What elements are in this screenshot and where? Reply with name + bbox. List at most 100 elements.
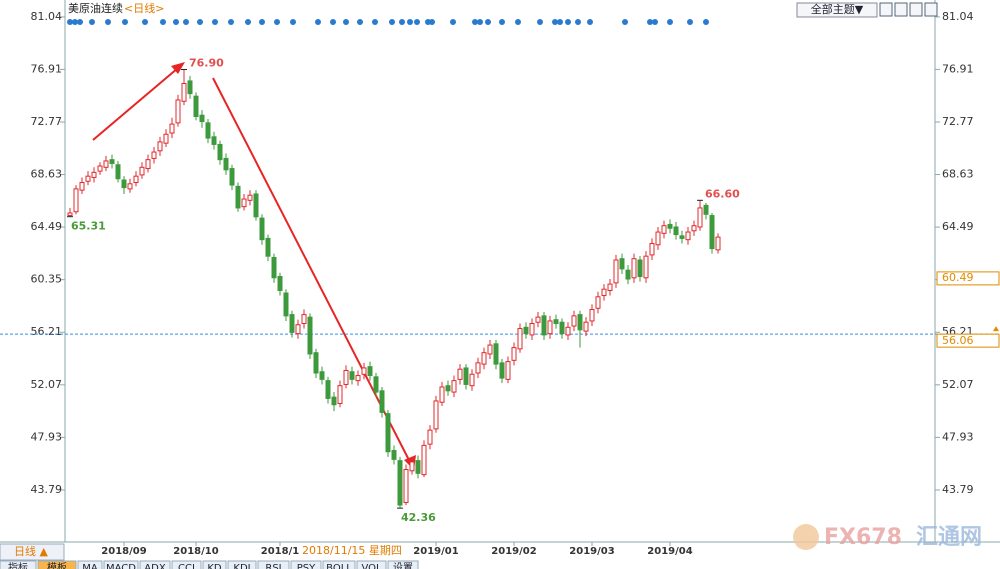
tab[interactable] xyxy=(171,560,202,569)
tab-label[interactable]: RSI xyxy=(265,563,281,569)
event-dot[interactable] xyxy=(575,19,581,25)
candle-body xyxy=(613,259,619,284)
candle-body xyxy=(313,352,319,374)
tab[interactable] xyxy=(139,560,171,569)
tab[interactable] xyxy=(77,560,103,569)
event-dot[interactable] xyxy=(407,19,413,25)
tab[interactable] xyxy=(257,560,290,569)
event-dot[interactable] xyxy=(565,19,571,25)
tab[interactable] xyxy=(227,560,257,569)
event-dot[interactable] xyxy=(622,19,628,25)
event-dot[interactable] xyxy=(173,19,179,25)
tab[interactable] xyxy=(0,560,37,569)
tab[interactable] xyxy=(202,560,227,569)
tab[interactable] xyxy=(356,560,387,569)
tab-label[interactable]: 设置 xyxy=(393,562,413,569)
tab-label[interactable]: MA xyxy=(82,563,98,569)
event-dot[interactable] xyxy=(477,19,483,25)
candle-body xyxy=(649,242,655,256)
event-dot[interactable] xyxy=(67,19,73,25)
event-dot[interactable] xyxy=(274,19,280,25)
watermark-name: 汇通网 xyxy=(916,525,982,550)
candle-body xyxy=(487,344,493,355)
tab-label[interactable]: CCI xyxy=(178,563,195,569)
tab-label[interactable]: MACD xyxy=(106,563,136,569)
tab-label[interactable]: VOL xyxy=(361,563,382,569)
toolbar-icons[interactable] xyxy=(879,2,938,17)
event-dot[interactable] xyxy=(372,19,378,25)
event-dot[interactable] xyxy=(105,19,111,25)
y-tick-label: 76.91 xyxy=(942,62,974,75)
candle-body xyxy=(127,183,133,190)
candle-body xyxy=(571,315,577,327)
event-dot[interactable] xyxy=(552,19,558,25)
event-dot[interactable] xyxy=(315,19,321,25)
event-dot[interactable] xyxy=(228,19,234,25)
event-dot[interactable] xyxy=(389,19,395,25)
event-dot[interactable] xyxy=(537,19,543,25)
tab[interactable] xyxy=(290,560,322,569)
event-dot[interactable] xyxy=(414,19,420,25)
tab-label[interactable]: KDJ xyxy=(233,563,250,569)
candle-body xyxy=(517,328,523,350)
tab-label[interactable]: 指标 xyxy=(8,561,28,569)
event-dot[interactable] xyxy=(703,19,709,25)
event-dot[interactable] xyxy=(142,19,148,25)
candle-body xyxy=(655,231,661,246)
event-dot[interactable] xyxy=(72,19,78,25)
tab[interactable] xyxy=(387,560,419,569)
candle-body xyxy=(115,164,121,180)
candle-body xyxy=(523,326,529,335)
icon[interactable] xyxy=(879,2,893,17)
y-tick-label: 43.79 xyxy=(31,483,63,496)
theme-select[interactable] xyxy=(796,2,878,18)
event-dot[interactable] xyxy=(652,19,658,25)
tab-label[interactable]: PSY xyxy=(297,563,316,569)
event-dot[interactable] xyxy=(647,19,653,25)
candle-body xyxy=(643,255,649,279)
theme-select-label[interactable]: 全部主题▼ xyxy=(811,2,864,16)
event-dot[interactable] xyxy=(183,19,189,25)
event-dot[interactable] xyxy=(515,19,521,25)
period-button-label[interactable]: 日线 ▲ xyxy=(14,544,48,558)
event-dot[interactable] xyxy=(450,19,456,25)
watermark-brand: FX678 xyxy=(824,525,902,550)
event-dot[interactable] xyxy=(290,19,296,25)
event-dot[interactable] xyxy=(687,19,693,25)
icon[interactable] xyxy=(924,2,938,17)
candle-body xyxy=(619,258,625,270)
candle-body xyxy=(241,198,247,208)
event-dot[interactable] xyxy=(212,19,218,25)
tab[interactable] xyxy=(37,560,77,569)
candle-body xyxy=(589,309,595,322)
event-dot[interactable] xyxy=(499,19,505,25)
event-dot[interactable] xyxy=(122,19,128,25)
event-dot[interactable] xyxy=(160,19,166,25)
tab[interactable] xyxy=(322,560,356,569)
event-dot[interactable] xyxy=(89,19,95,25)
event-dot[interactable] xyxy=(557,19,563,25)
event-dot[interactable] xyxy=(77,19,83,25)
period-button[interactable] xyxy=(0,543,65,561)
event-dot[interactable] xyxy=(587,19,593,25)
tab-label[interactable]: BOLL xyxy=(326,563,352,569)
event-dot[interactable] xyxy=(485,19,491,25)
event-dot[interactable] xyxy=(245,19,251,25)
event-dot[interactable] xyxy=(357,19,363,25)
tab-label[interactable]: KD xyxy=(207,563,222,569)
tab-label[interactable]: ADX xyxy=(144,563,166,569)
event-dot[interactable] xyxy=(197,19,203,25)
icon[interactable] xyxy=(909,2,923,17)
event-dot[interactable] xyxy=(399,19,405,25)
event-dot[interactable] xyxy=(330,19,336,25)
tab-label[interactable]: 模板 xyxy=(47,561,67,569)
event-dot[interactable] xyxy=(259,19,265,25)
event-dot[interactable] xyxy=(472,19,478,25)
icon[interactable] xyxy=(894,2,908,17)
event-dot[interactable] xyxy=(343,19,349,25)
y-tick-label: 47.93 xyxy=(942,430,974,443)
candle-body xyxy=(391,449,397,460)
tab[interactable] xyxy=(103,560,139,569)
event-dot[interactable] xyxy=(429,19,435,25)
event-dot[interactable] xyxy=(667,19,673,25)
